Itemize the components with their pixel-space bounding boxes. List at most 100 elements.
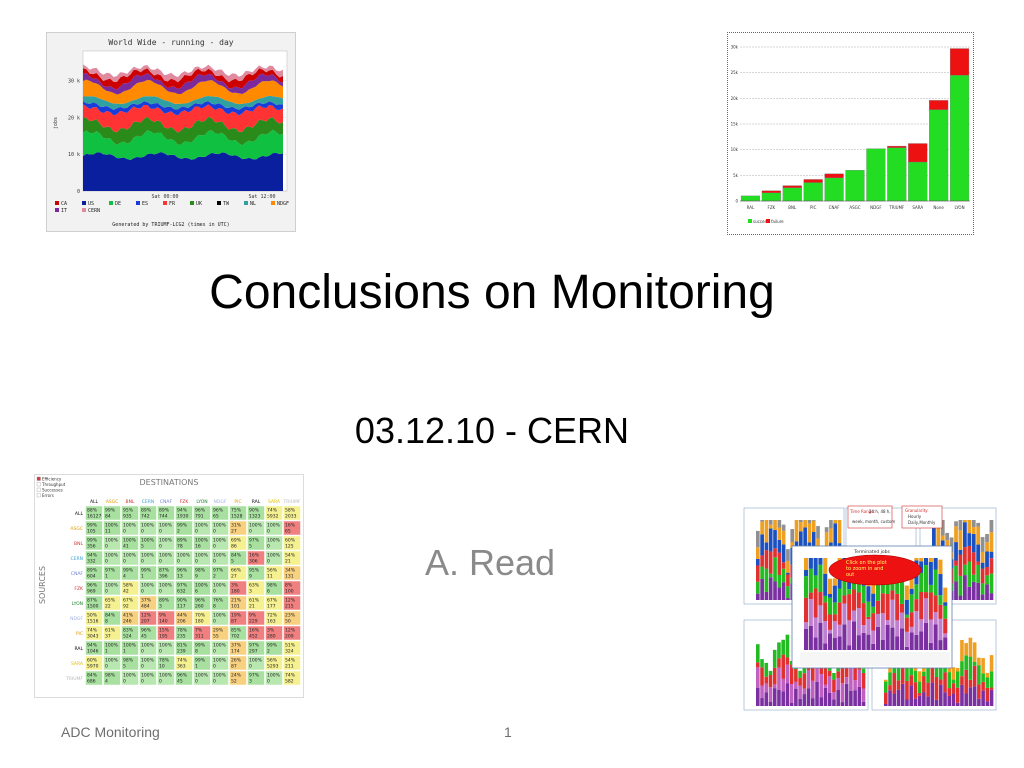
dashboard-bar: [827, 692, 832, 706]
cell-count: 324: [285, 649, 294, 655]
zoom-panel-bar: [900, 628, 905, 650]
dashboard-bar: [781, 639, 785, 655]
callout-bubble: [828, 554, 922, 586]
zoom-panel-bar: [919, 591, 924, 620]
cell-count: 742: [141, 514, 150, 520]
dashboard-bar: [799, 522, 803, 532]
time-range-label: Time Range:: [849, 509, 875, 514]
cell-efficiency: 96%: [213, 508, 224, 514]
matrix-cell: [85, 550, 103, 566]
dashboard-bar: [811, 520, 816, 533]
cell-count: 45: [141, 634, 147, 640]
dashboard-bar: [958, 575, 963, 596]
zoom-panel-bar: [847, 645, 852, 650]
area-band: [83, 68, 283, 90]
cell-efficiency: 90%: [249, 508, 260, 514]
row-label: ASGC: [70, 526, 83, 532]
cell-count: 3: [159, 604, 162, 610]
matrix-cell: [139, 505, 157, 521]
dashboard-bar: [884, 703, 888, 706]
cell-count: 0: [177, 559, 180, 565]
dashboard-bar: [980, 568, 985, 584]
dashboard-bar: [803, 527, 807, 551]
dashboard-bar: [949, 537, 954, 553]
matrix-cell: [283, 595, 301, 611]
cell-efficiency: 100%: [195, 523, 209, 529]
cell-efficiency: 99%: [123, 568, 134, 574]
zoom-panel-bar: [856, 608, 861, 636]
matrix-cell: [103, 610, 121, 626]
dashboard-bar: [837, 520, 842, 544]
dashboard-bar: [861, 688, 866, 702]
dashboard-bar: [958, 595, 963, 600]
cell-count: 452: [249, 634, 258, 640]
cell-efficiency: 60%: [285, 538, 296, 544]
cell-count: 1: [105, 649, 108, 655]
dashboard-bar: [781, 691, 785, 706]
cell-count: 0: [141, 589, 144, 595]
matrix-cell: [247, 595, 265, 611]
cell-count: 791: [195, 514, 204, 520]
cell-efficiency: 100%: [123, 538, 137, 544]
cell-efficiency: 100%: [123, 553, 137, 559]
cell-efficiency: 66%: [231, 568, 242, 574]
zoom-panel-bar: [890, 590, 895, 600]
dashboard-bar: [972, 686, 977, 706]
cell-efficiency: 100%: [141, 553, 155, 559]
dashboard-bar: [806, 688, 811, 706]
matrix-cell: [139, 580, 157, 596]
zoom-panel-bar: [856, 577, 861, 593]
zoom-panel-bar: [856, 592, 861, 609]
cell-count: 87: [231, 619, 237, 625]
matrix-cell: [85, 670, 103, 686]
row-label: NDGF: [70, 616, 83, 622]
zoom-panel-bar: [808, 558, 813, 569]
cell-efficiency: 100%: [213, 523, 227, 529]
cell-count: 3: [249, 679, 252, 685]
dashboard-bar: [794, 520, 799, 542]
cell-count: 21: [249, 604, 255, 610]
matrix-cell: [139, 655, 157, 671]
dashboard-bar: [799, 531, 803, 549]
dashboard-bar: [785, 683, 790, 706]
dashboard-bar: [951, 683, 956, 694]
dashboard-bar: [967, 520, 972, 534]
zoom-panel-bar: [804, 576, 809, 598]
column-label: CERN: [142, 499, 154, 505]
dashboard-bar: [781, 530, 786, 545]
zoom-panel-bar: [837, 588, 842, 603]
dashboard-bar: [917, 693, 922, 696]
matrix-cell: [211, 505, 229, 521]
dashboard-bar: [964, 669, 968, 694]
x-tick-label: Sat 00:00: [151, 194, 178, 200]
dashboard-bar: [832, 692, 836, 700]
zoom-panel-bar: [808, 592, 813, 600]
cell-efficiency: 100%: [105, 583, 119, 589]
dashboard-bar: [989, 671, 994, 688]
matrix-cell: [247, 655, 265, 671]
dashboard-bar: [905, 658, 909, 681]
legend-label: TW: [223, 201, 230, 207]
cell-count: 0: [105, 664, 108, 670]
bar-failure: [949, 48, 970, 76]
dashboard-bar: [960, 676, 964, 685]
zoom-panel-bar: [823, 558, 828, 574]
dashboard-bar: [905, 680, 909, 700]
matrix-cell: [283, 610, 301, 626]
cell-efficiency: 3%: [231, 583, 239, 589]
matrix-cell: [175, 520, 193, 536]
cell-count: 195: [159, 634, 168, 640]
zoom-panel-bar: [919, 631, 924, 650]
matrix-cell: [247, 610, 265, 626]
dashboard-bar: [781, 654, 785, 679]
zoom-panel-bar: [866, 634, 871, 650]
dashboard-bar: [968, 687, 973, 706]
legend-label: Errors: [42, 493, 54, 498]
dashboard-bar: [840, 665, 845, 684]
cell-count: 0: [159, 589, 162, 595]
cell-efficiency: 100%: [267, 553, 281, 559]
dashboard-bar: [786, 560, 790, 573]
cell-efficiency: 69%: [231, 538, 242, 544]
dashboard-bar: [958, 554, 963, 576]
